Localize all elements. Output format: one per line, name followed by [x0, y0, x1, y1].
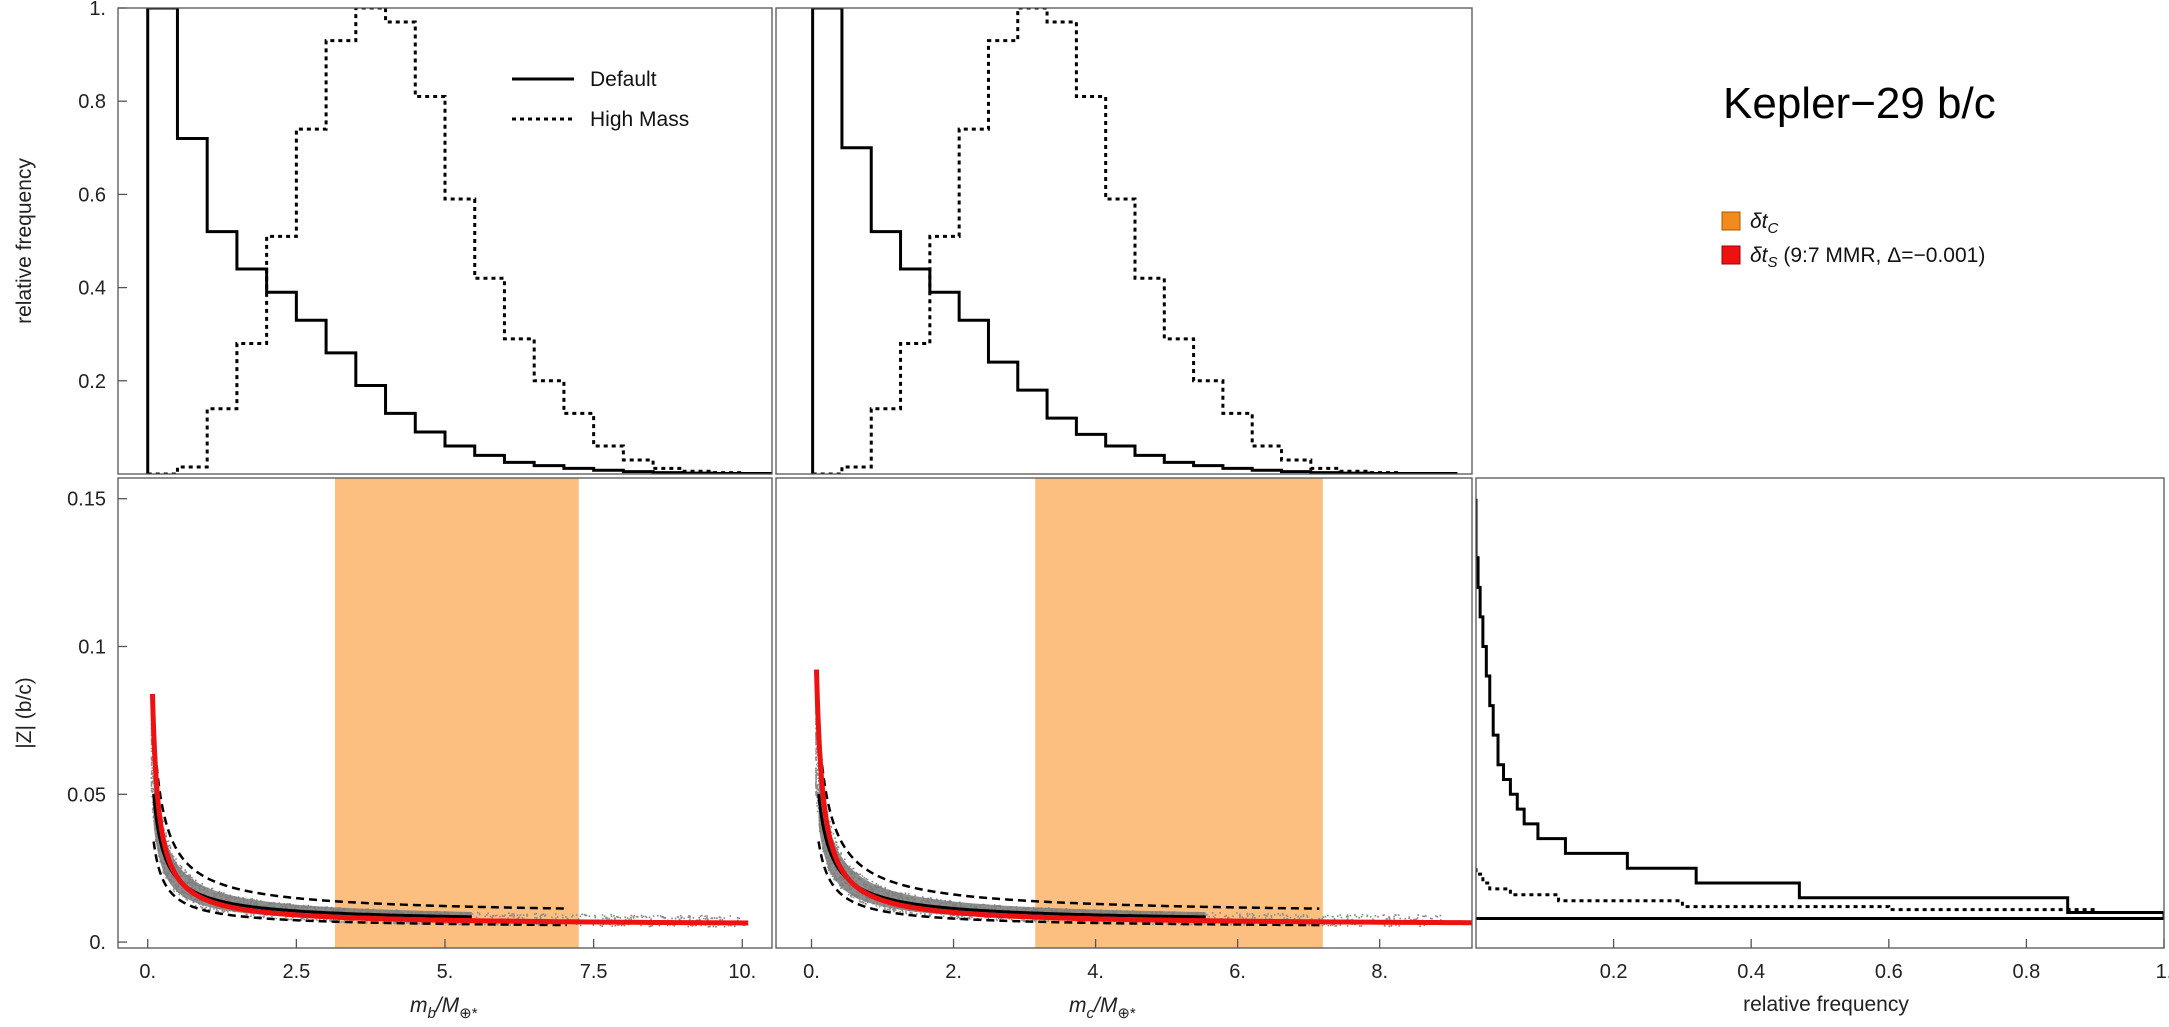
hist-mc-default-series: [811, 8, 1458, 474]
xlabel-mc-tail: /M: [1092, 994, 1118, 1017]
ytick-top-label: 0.6: [78, 184, 106, 206]
xtick-label-z: 0.8: [2012, 961, 2040, 983]
hist-z-line-1: [1476, 868, 2164, 920]
xlabel-mb: mb/M⊕*: [410, 994, 478, 1022]
median-line-1: [817, 793, 1206, 919]
ytick-top-label: 0.4: [78, 278, 106, 300]
xlabel-mb-tail-sub: ⊕*: [459, 1005, 478, 1022]
xtick-label-0: 10.: [728, 961, 756, 983]
ytick-top-label: 0.2: [78, 371, 106, 393]
resonance-curve-1: [813, 669, 1472, 926]
hist-mb-highmass-line: [147, 8, 772, 474]
panel-frame-p2: [775, 7, 1473, 475]
median-line-0: [152, 793, 472, 919]
hist-mb-default-series: [146, 8, 772, 474]
xtick-label-z: 0.2: [1600, 961, 1628, 983]
scatter-cloud-0: [149, 693, 749, 928]
ytick-bottom-label: 0.1: [78, 636, 106, 658]
ylabel-bottom: |Z| (b/c): [13, 677, 36, 749]
hist-mc-default-line: [811, 8, 1458, 474]
legend-dts-label: δtS (9:7 MMR, Δ=−0.001): [1750, 244, 1985, 271]
panel-frame-p4: [775, 477, 1473, 949]
xtick-label-1: 6.: [1229, 961, 1246, 983]
panel-frame-p5: [1475, 477, 2165, 949]
hist-z-line-0: [1476, 498, 2164, 920]
xtick-label-z: 1.: [2156, 961, 2169, 983]
line-legend: Default High Mass: [512, 68, 689, 131]
ylabel-top: relative frequency: [13, 158, 36, 324]
xtick-label-0: 2.5: [282, 961, 310, 983]
ytick-bottom-label: 0.15: [67, 489, 106, 511]
region-legend: δtC δtS (9:7 MMR, Δ=−0.001): [1721, 210, 1985, 271]
xtick-label-z: 0.4: [1737, 961, 1765, 983]
hist-mb-default-line: [146, 8, 772, 474]
ytick-bottom-label: 0.05: [67, 784, 106, 806]
xtick-label-1: 2.: [945, 961, 962, 983]
upper-dashed-1: [817, 726, 1320, 910]
hist-mc-highmass-line: [812, 8, 1458, 474]
xlabel-mc-sub: c: [1087, 1005, 1095, 1022]
xtick-label-1: 8.: [1371, 961, 1388, 983]
xlabel-mc: mc/M⊕*: [1069, 994, 1136, 1022]
hist-z-highmass-series: [1476, 868, 2164, 920]
ytick-top-label: 1.: [89, 0, 106, 20]
legend-dts-sub: S: [1768, 254, 1778, 271]
upper-dashed-0: [152, 726, 567, 910]
scatter-cloud-1: [813, 669, 1472, 928]
xlabel-mb-main: m: [410, 994, 428, 1017]
hist-z-default-series: [1476, 498, 2164, 920]
ytick-top-label: 0.8: [78, 91, 106, 113]
legend-dtc-swatch: [1721, 211, 1741, 231]
legend-dts-suffix: (9:7 MMR, Δ=−0.001): [1778, 244, 1986, 267]
xlabel-mc-tail-sub: ⊕*: [1117, 1005, 1136, 1022]
legend-highmass-label: High Mass: [590, 108, 689, 131]
ytick-bottom-label: 0.: [89, 932, 106, 954]
resonance-curve-0: [149, 693, 749, 926]
delta-tc-band-0: [335, 478, 579, 948]
legend-dtc-sub: C: [1768, 220, 1779, 237]
xlabel-mb-tail: /M: [434, 994, 460, 1017]
xlabel-mb-sub: b: [428, 1005, 436, 1022]
delta-tc-band-1: [1035, 478, 1323, 948]
hist-mb-highmass-series: [147, 8, 772, 474]
xtick-label-1: 0.: [803, 961, 820, 983]
panel-frame-p1: [117, 7, 773, 475]
hist-mc-highmass-series: [812, 8, 1458, 474]
xtick-label-1: 4.: [1087, 961, 1104, 983]
xtick-label-0: 0.: [139, 961, 156, 983]
legend-dts-symbol: δt: [1750, 244, 1769, 267]
lower-dashed-1: [817, 841, 1320, 927]
xlabel-mc-main: m: [1069, 994, 1087, 1017]
legend-dtc-label: δtC: [1750, 210, 1779, 237]
xtick-label-0: 5.: [437, 961, 454, 983]
legend-dts-swatch: [1721, 245, 1741, 265]
xlabel-relfreq: relative frequency: [1743, 993, 1909, 1016]
xtick-label-0: 7.5: [580, 961, 608, 983]
chart-title: Kepler−29 b/c: [1723, 79, 1996, 128]
legend-default-label: Default: [590, 68, 657, 91]
xtick-label-z: 0.6: [1875, 961, 1903, 983]
legend-dtc-symbol: δt: [1750, 210, 1769, 233]
lower-dashed-0: [152, 841, 567, 927]
